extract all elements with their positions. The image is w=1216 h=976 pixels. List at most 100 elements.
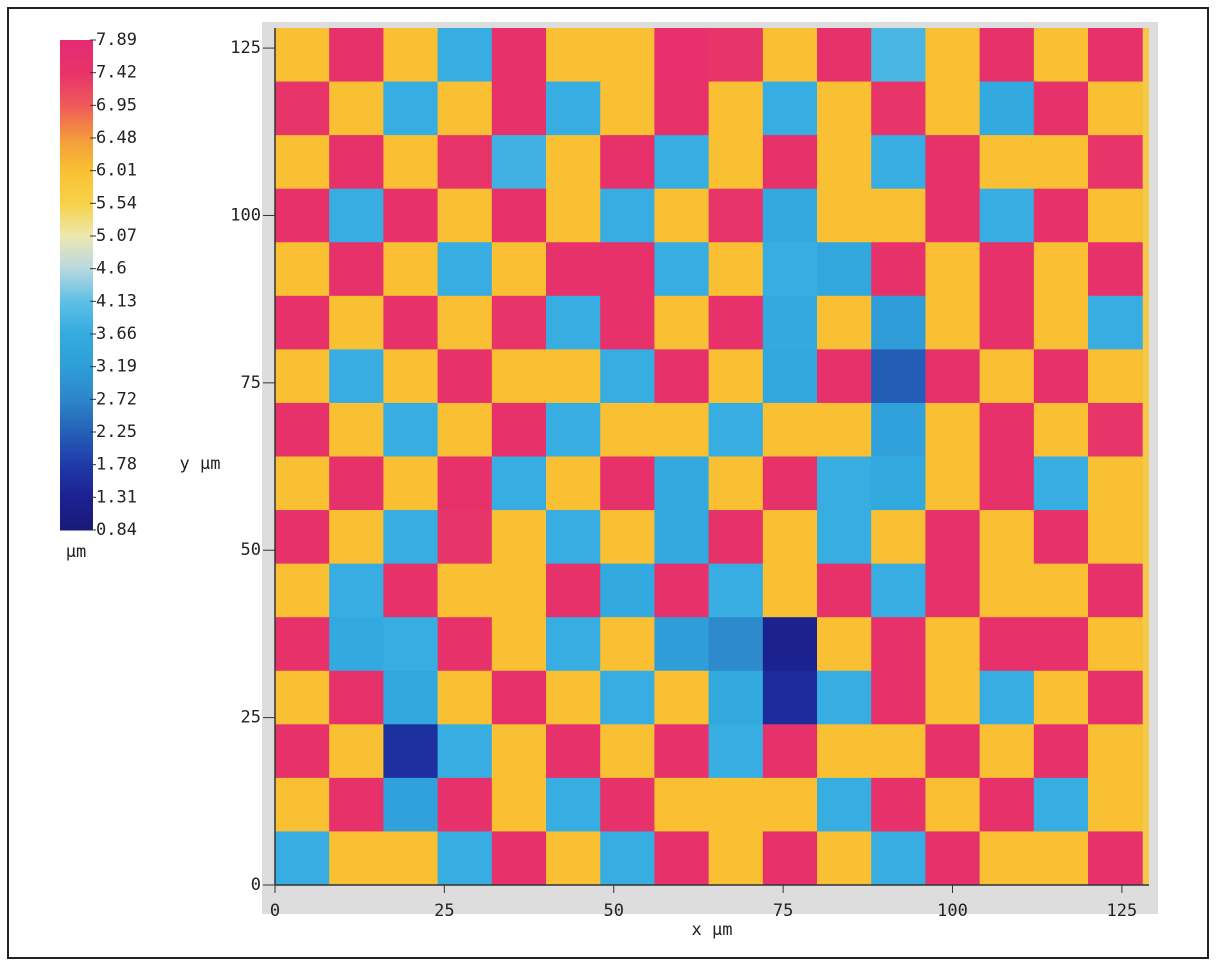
heatmap-cell <box>437 617 493 672</box>
heatmap-cell <box>979 135 1035 190</box>
heatmap-cell <box>708 28 764 83</box>
heatmap-cell <box>925 510 981 565</box>
heatmap-cell <box>762 724 818 779</box>
heatmap-cell <box>1088 81 1143 136</box>
heatmap-cell <box>708 188 764 243</box>
colorbar-segment <box>60 464 93 498</box>
heatmap-cell <box>925 456 981 511</box>
heatmap-cell <box>600 295 655 350</box>
colorbar-segment <box>60 497 93 531</box>
heatmap-cell <box>275 28 330 83</box>
heatmap-cell <box>329 81 384 136</box>
heatmap-cell <box>925 295 981 350</box>
heatmap-cell <box>546 777 601 832</box>
colorbar-unit: µm <box>66 542 86 562</box>
heatmap-cell <box>437 831 493 886</box>
heatmap-cell <box>275 295 330 350</box>
heatmap-cell <box>546 724 601 779</box>
heatmap-cell <box>1088 670 1143 725</box>
heatmap-cell <box>871 242 926 297</box>
y-tick-label: 125 <box>230 38 261 58</box>
heatmap-cell <box>383 81 439 136</box>
heatmap-cell <box>383 563 439 618</box>
heatmap-cell <box>817 670 872 725</box>
heatmap-cell <box>329 777 384 832</box>
heatmap-cell <box>546 563 601 618</box>
heatmap-cell <box>437 295 493 350</box>
heatmap-cell <box>1088 724 1143 779</box>
heatmap-cell <box>762 349 818 404</box>
heatmap-cell <box>546 831 601 886</box>
heatmap-cell <box>1033 831 1089 886</box>
heatmap-cell <box>275 617 330 672</box>
colorbar-segment <box>60 40 93 74</box>
heatmap-cell <box>708 81 764 136</box>
x-axis-label: x µm <box>692 920 733 940</box>
colorbar-tick-label: 2.25 <box>96 422 137 442</box>
heatmap-cell <box>654 295 710 350</box>
heatmap-cell <box>275 402 330 457</box>
heatmap-cell <box>383 295 439 350</box>
heatmap-cell <box>546 510 601 565</box>
heatmap-cell <box>437 349 493 404</box>
heatmap-cell <box>546 670 601 725</box>
heatmap-cell <box>600 510 655 565</box>
heatmap-cell <box>817 135 872 190</box>
heatmap-cell <box>1033 349 1089 404</box>
heatmap-cell <box>871 456 926 511</box>
heatmap-cell <box>817 563 872 618</box>
heatmap-cell <box>546 456 601 511</box>
heatmap-cell <box>329 724 384 779</box>
heatmap-cell <box>1033 777 1089 832</box>
heatmap-cell <box>600 563 655 618</box>
heatmap-cell <box>654 670 710 725</box>
heatmap-cell <box>491 188 547 243</box>
heatmap-cell <box>383 135 439 190</box>
heatmap-cell <box>871 349 926 404</box>
heatmap-cell <box>762 510 818 565</box>
heatmap-cell <box>1088 563 1143 618</box>
heatmap-cell <box>925 831 981 886</box>
heatmap-cell <box>979 670 1035 725</box>
heatmap-cell <box>925 777 981 832</box>
heatmap-cell <box>1088 510 1143 565</box>
heatmap-cell <box>600 777 655 832</box>
heatmap-cell <box>762 402 818 457</box>
heatmap-cell <box>546 81 601 136</box>
heatmap-cell <box>546 242 601 297</box>
heatmap-cell <box>491 456 547 511</box>
heatmap-cell <box>275 242 330 297</box>
heatmap-cell <box>762 777 818 832</box>
heatmap-cell <box>654 242 710 297</box>
colorbar-segment <box>60 366 93 400</box>
heatmap-cell <box>871 510 926 565</box>
heatmap-cell <box>275 831 330 886</box>
y-tick-label: 0 <box>251 875 261 895</box>
colorbar-tick-label: 0.84 <box>96 520 137 540</box>
heatmap-cell <box>1088 188 1143 243</box>
heatmap-cell <box>1033 670 1089 725</box>
heatmap-cell <box>979 349 1035 404</box>
heatmap-cell <box>1033 188 1089 243</box>
heatmap-cell <box>1033 724 1089 779</box>
heatmap-cell <box>329 563 384 618</box>
colorbar-tick-label: 5.07 <box>96 226 137 246</box>
heatmap-cell <box>708 402 764 457</box>
heatmap-cell <box>654 510 710 565</box>
y-tick-label: 75 <box>241 373 261 393</box>
heatmap-cell <box>600 242 655 297</box>
heatmap-cell <box>871 188 926 243</box>
x-tick-label: 75 <box>773 901 793 921</box>
heatmap-cell <box>491 831 547 886</box>
colorbar-tick-label: 3.19 <box>96 357 137 377</box>
colorbar-segment <box>60 138 93 172</box>
heatmap-cell <box>600 188 655 243</box>
heatmap-cell <box>275 563 330 618</box>
heatmap-cell <box>383 349 439 404</box>
heatmap-cell <box>329 402 384 457</box>
x-tick-label: 0 <box>270 901 280 921</box>
heatmap-cell <box>979 295 1035 350</box>
x-tick-label: 100 <box>937 901 968 921</box>
heatmap-cell <box>817 295 872 350</box>
